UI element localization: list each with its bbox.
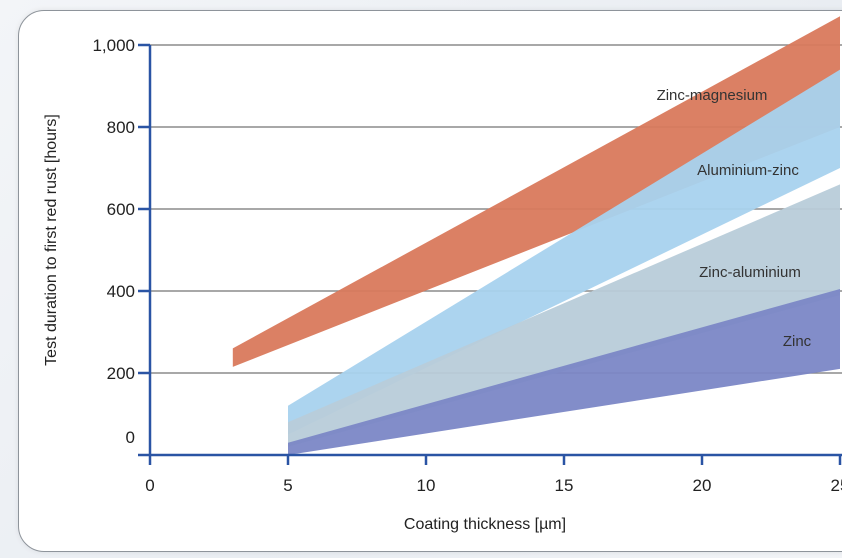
x-tick-label: 10 [417, 476, 436, 495]
y-tick-label: 1,000 [92, 36, 135, 55]
x-tick-label: 15 [555, 476, 574, 495]
y-tick-label: 200 [107, 364, 135, 383]
x-tick-label: 20 [693, 476, 712, 495]
y-axis-title: Test duration to first red rust [hours] [43, 114, 60, 366]
zinc-band [288, 288, 840, 455]
zinc-aluminium-band [288, 184, 840, 447]
zinc-magnesium-band [232, 16, 841, 367]
zinc-label: Zinc [783, 333, 812, 350]
x-tick-label: 25 [831, 476, 842, 495]
x-tick-label: 0 [145, 476, 154, 495]
y-tick-label: 800 [107, 118, 135, 137]
y-tick-label: 400 [107, 282, 135, 301]
aluminium-zinc-band [288, 69, 840, 435]
x-tick-label: 5 [283, 476, 292, 495]
zinc-magnesium-label: Zinc-magnesium [657, 87, 768, 104]
y-tick-label: 600 [107, 200, 135, 219]
y-tick-label: 0 [126, 428, 135, 447]
axes: 0 200 400 600 800 1,000 0 5 10 15 20 25 [92, 36, 842, 495]
x-axis-title: Coating thickness [µm] [404, 516, 566, 533]
series-labels: Zinc Zinc-aluminium Aluminium-zinc Zinc-mag… [657, 87, 812, 350]
series-bands [232, 16, 841, 455]
zinc-aluminium-label: Zinc-aluminium [699, 264, 801, 281]
aluminium-zinc-label: Aluminium-zinc [697, 162, 799, 179]
